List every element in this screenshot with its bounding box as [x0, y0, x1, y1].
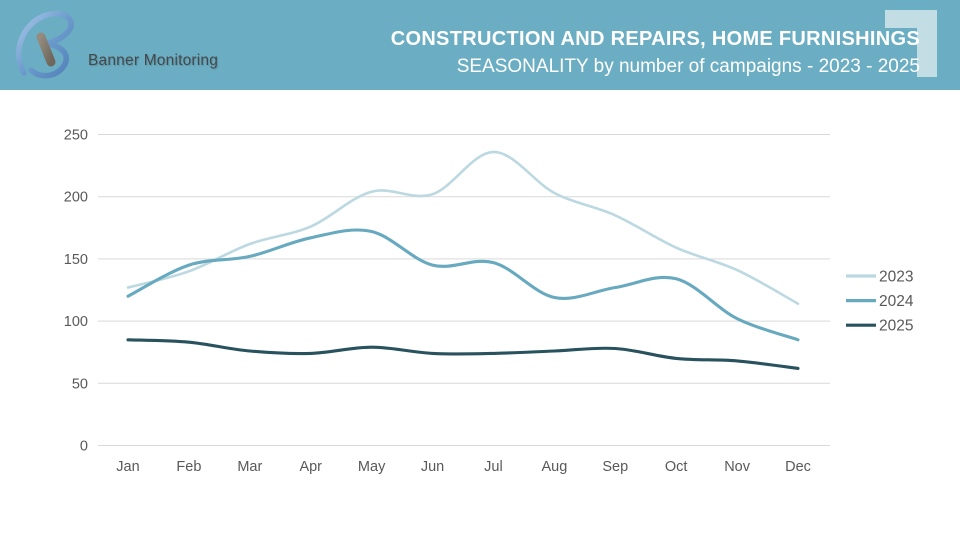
y-tick-label-100: 100 — [64, 314, 88, 330]
header-titles: CONSTRUCTION AND REPAIRS, HOME FURNISHIN… — [391, 26, 920, 82]
y-tick-label-150: 150 — [64, 252, 88, 268]
x-tick-label-oct: Oct — [665, 459, 688, 475]
x-tick-label-may: May — [358, 459, 386, 475]
series-line-2023 — [126, 150, 800, 305]
header: Banner Monitoring CONSTRUCTION AND REPAI… — [0, 0, 960, 90]
series-line-2025 — [126, 338, 800, 370]
x-tick-label-jan: Jan — [116, 459, 139, 475]
chart-area: 0 50 100 150 200 250 Jan Feb Mar Apr May Jun Jul Aug S… — [0, 90, 960, 540]
y-tick-label-250: 250 — [64, 128, 88, 144]
series-line-2024 — [126, 228, 800, 342]
legend-label-2023: 2023 — [879, 269, 913, 286]
chart-subtitle: SEASONALITY by number of campaigns - 202… — [456, 56, 920, 77]
y-tick-label-0: 0 — [80, 439, 88, 455]
chart-title: CONSTRUCTION AND REPAIRS, HOME FURNISHIN… — [390, 28, 920, 50]
corner-accent-decoration — [885, 10, 937, 77]
legend-label-2025: 2025 — [879, 318, 913, 335]
x-tick-label-mar: Mar — [237, 459, 262, 475]
x-tick-label-jun: Jun — [421, 459, 444, 475]
brand: Banner Monitoring — [14, 6, 218, 82]
y-tick-label-50: 50 — [72, 376, 88, 392]
legend-label-2024: 2024 — [879, 293, 914, 310]
x-tick-label-apr: Apr — [299, 459, 322, 475]
seasonality-line-chart: 0 50 100 150 200 250 Jan Feb Mar Apr May Jun Jul Aug S… — [64, 128, 914, 476]
x-tick-label-nov: Nov — [724, 459, 751, 475]
x-tick-label-dec: Dec — [785, 459, 811, 475]
y-tick-label-200: 200 — [64, 190, 88, 206]
x-tick-label-jul: Jul — [484, 459, 503, 475]
x-tick-label-sep: Sep — [602, 459, 628, 475]
x-tick-label-aug: Aug — [541, 459, 567, 475]
brand-name: Banner Monitoring — [88, 52, 219, 69]
brand-logo-icon — [16, 10, 74, 79]
x-tick-label-feb: Feb — [176, 459, 201, 475]
